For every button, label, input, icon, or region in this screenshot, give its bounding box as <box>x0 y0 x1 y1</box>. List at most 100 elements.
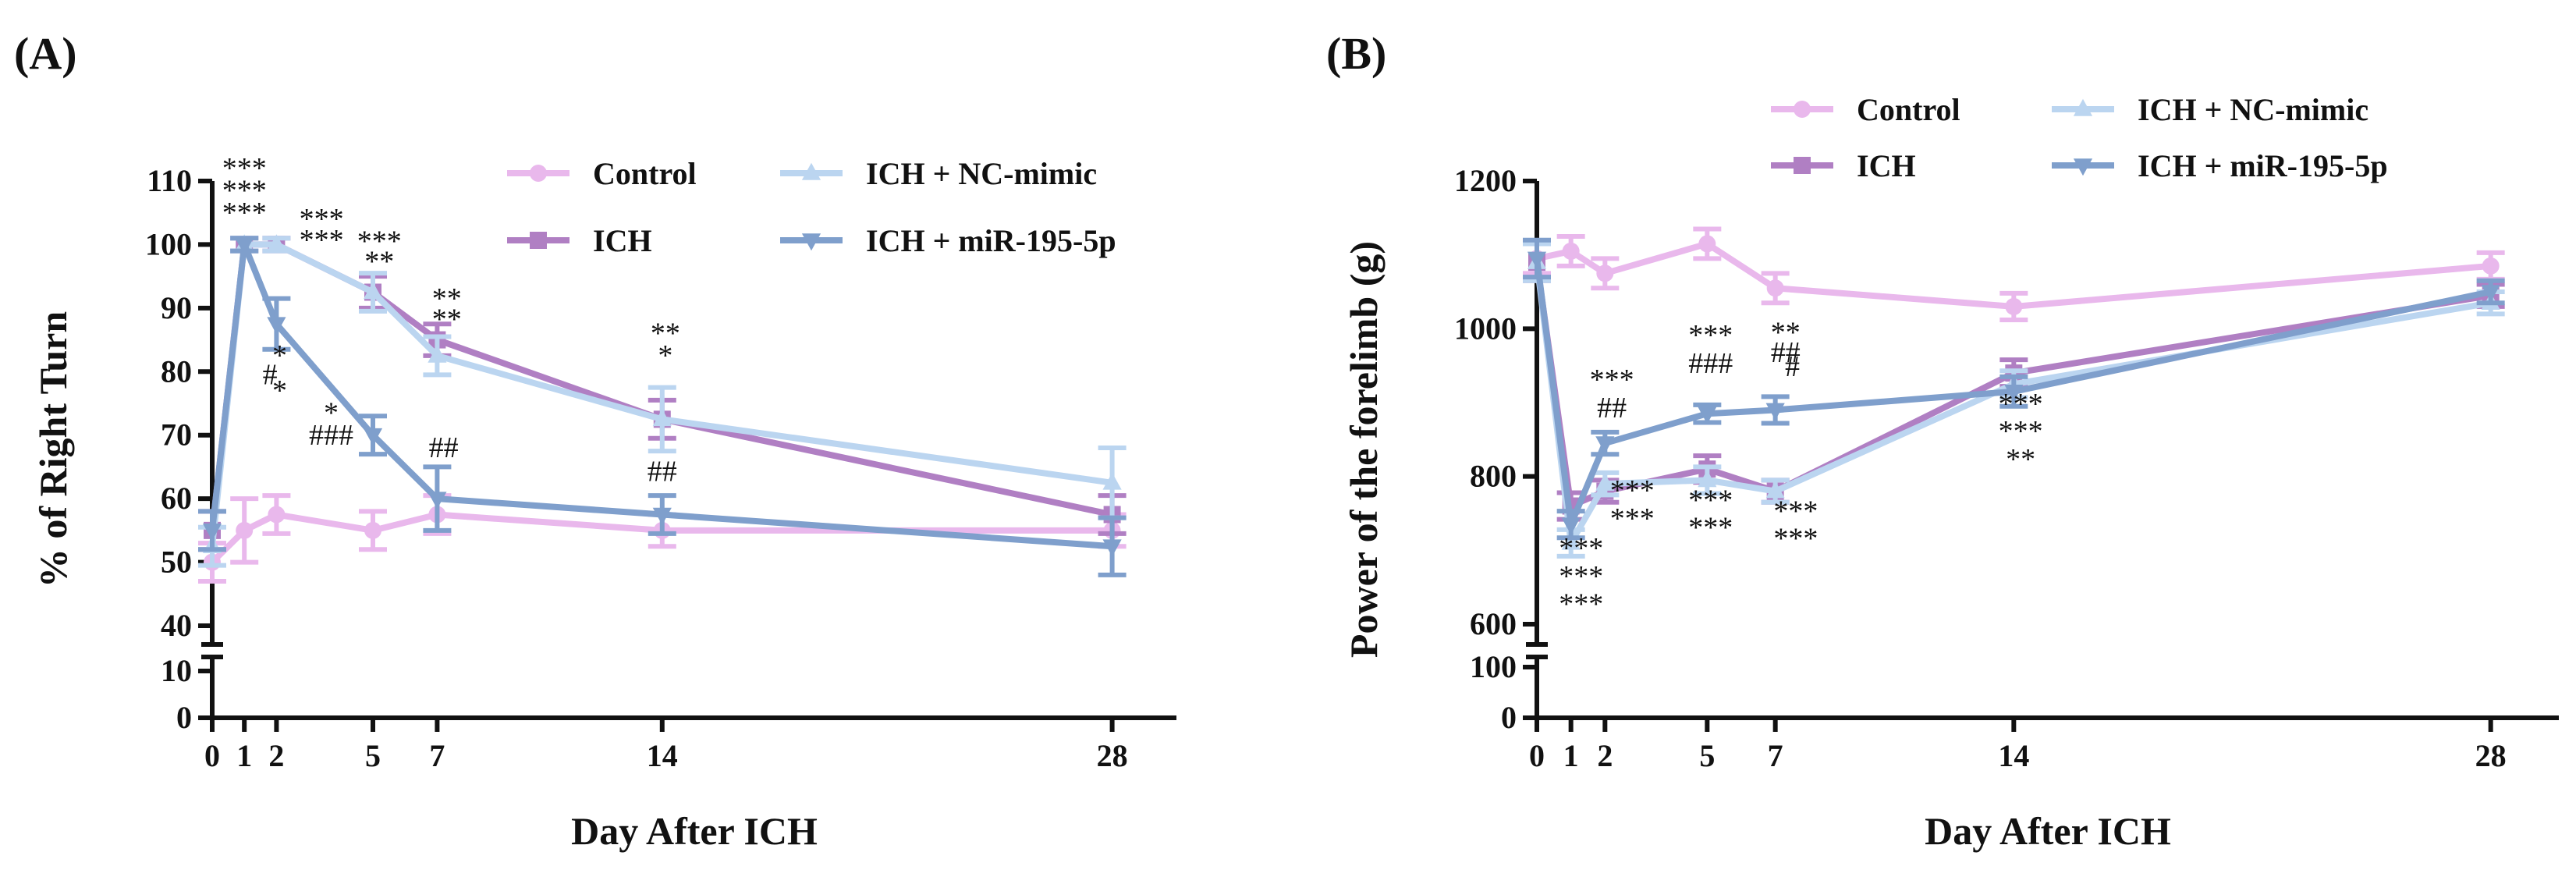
significance-annotation: *** <box>1773 495 1818 527</box>
data-point <box>1698 470 1717 488</box>
significance-annotation: *** <box>1999 415 2043 448</box>
panel-label: (A) <box>14 28 77 79</box>
legend-entry: ICH <box>1771 148 1916 183</box>
data-point <box>1102 539 1122 557</box>
x-tick-label: 14 <box>1998 738 2029 773</box>
y-tick-label: 40 <box>161 608 192 643</box>
significance-annotation: *** <box>357 225 402 258</box>
data-point <box>428 492 447 509</box>
significance-annotation: *** <box>1773 522 1818 555</box>
significance-annotation: *** <box>1559 560 1603 593</box>
legend-swatch-marker <box>2073 98 2093 116</box>
data-point <box>1527 251 1547 269</box>
data-point <box>1698 406 1717 424</box>
significance-annotation: *** <box>1688 319 1733 352</box>
x-tick-label: 0 <box>1529 738 1545 773</box>
significance-annotation: # <box>263 359 278 392</box>
significance-annotation: * <box>272 339 287 372</box>
data-point <box>267 317 286 335</box>
legend-entry: ICH + miR-195-5p <box>2052 148 2388 183</box>
data-point <box>364 521 381 539</box>
legend-entry: ICH <box>507 223 652 258</box>
panel-label: (B) <box>1326 28 1386 79</box>
x-tick-label: 1 <box>236 738 252 773</box>
significance-annotation: *** <box>222 197 267 229</box>
y-tick-label: 110 <box>147 163 192 198</box>
data-point <box>235 237 254 255</box>
y-tick-label: 50 <box>161 545 192 580</box>
y-tick-label: 0 <box>1501 700 1517 735</box>
y-tick-label: 0 <box>176 700 192 735</box>
significance-annotation: ## <box>1597 392 1627 424</box>
data-point <box>2481 285 2500 303</box>
data-point <box>2482 257 2500 275</box>
x-tick-label: 7 <box>429 738 445 773</box>
significance-annotation: *** <box>1999 388 2043 421</box>
data-point <box>1765 403 1785 421</box>
legend-label: ICH + NC-mimic <box>866 156 1097 191</box>
y-tick-label: 60 <box>161 481 192 516</box>
legend-entry: ICH + NC-mimic <box>2052 92 2368 127</box>
significance-annotation: ### <box>309 419 353 452</box>
significance-annotation: ** <box>651 318 680 350</box>
significance-annotation: *** <box>1559 532 1603 565</box>
significance-annotation: *** <box>1688 484 1733 517</box>
legend-label: Control <box>593 156 697 191</box>
data-point <box>236 521 254 539</box>
data-point <box>363 282 383 300</box>
legend-entry: Control <box>507 156 697 191</box>
legend-entry: ICH + miR-195-5p <box>780 223 1116 258</box>
data-point <box>2005 297 2023 315</box>
data-point <box>1595 436 1615 454</box>
significance-annotation: ** <box>2006 443 2035 476</box>
y-tick-label: 800 <box>1470 459 1517 494</box>
significance-annotation: *** <box>222 152 267 185</box>
data-point <box>652 409 672 427</box>
y-tick-label: 100 <box>1470 649 1517 684</box>
significance-annotation: *** <box>222 174 267 207</box>
significance-annotation: # <box>1785 350 1800 383</box>
series-3 <box>198 236 1127 577</box>
data-point <box>1561 532 1581 550</box>
y-tick-label: 1000 <box>1454 311 1517 346</box>
x-tick-label: 0 <box>204 738 220 773</box>
x-tick-label: 2 <box>268 738 284 773</box>
y-tick-label: 600 <box>1470 606 1517 641</box>
legend-swatch-marker <box>2073 158 2093 176</box>
legend-label: ICH <box>1857 148 1916 183</box>
y-axis-title: % of Right Turn <box>31 311 75 588</box>
data-point <box>2004 385 2024 402</box>
significance-annotation: ## <box>1771 336 1801 369</box>
significance-annotation: ** <box>432 304 462 336</box>
y-axis-title: Power of the forelimb (g) <box>1342 241 1386 658</box>
legend-label: ICH <box>593 223 652 258</box>
y-tick-label: 1200 <box>1454 163 1517 198</box>
significance-annotation: ### <box>1688 347 1733 380</box>
data-point <box>1765 481 1785 499</box>
data-point <box>1595 473 1615 491</box>
x-tick-label: 7 <box>1768 738 1783 773</box>
x-axis-title: Day After ICH <box>571 809 818 853</box>
data-point <box>268 506 286 524</box>
significance-annotation: ** <box>432 282 462 315</box>
data-point <box>1561 517 1581 535</box>
significance-annotation: *** <box>300 203 344 236</box>
series-0 <box>1523 226 2505 322</box>
data-point <box>1596 264 1614 282</box>
data-point <box>1766 279 1784 297</box>
data-point <box>202 524 222 541</box>
data-point <box>267 234 286 252</box>
significance-annotation: *** <box>300 224 344 257</box>
x-tick-label: 14 <box>647 738 678 773</box>
x-tick-label: 28 <box>1097 738 1128 773</box>
significance-annotation: * <box>658 339 672 372</box>
legend-label: Control <box>1857 92 1960 127</box>
y-tick-label: 100 <box>145 226 192 261</box>
legend-label: ICH + miR-195-5p <box>866 223 1116 258</box>
data-point <box>363 428 383 446</box>
legend-entry: ICH + NC-mimic <box>780 156 1097 191</box>
significance-annotation: *** <box>1610 502 1655 535</box>
data-point <box>652 507 672 525</box>
legend-swatch-marker <box>1794 101 1811 118</box>
